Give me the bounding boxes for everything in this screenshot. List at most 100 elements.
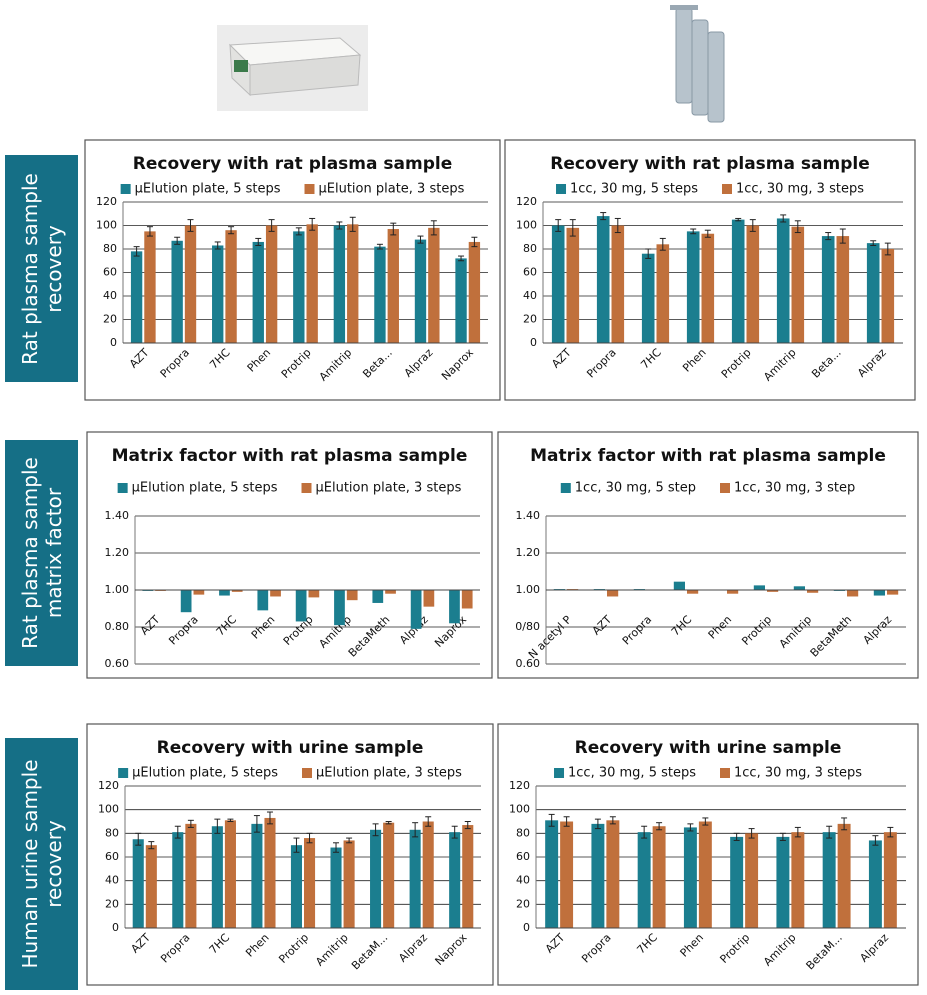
bar [330,847,342,928]
error-bar [417,235,424,244]
chart-title: Recovery with rat plasma sample [133,154,452,174]
error-bar [825,232,832,241]
row-label-box: Rat plasma sample recovery [5,155,78,382]
bar [847,590,859,597]
y-tick-label: 0 [523,921,530,934]
bar [746,225,760,343]
row-label: Human urine sample recovery [17,759,66,969]
chart-title: Matrix factor with rat plasma sample [530,446,886,466]
bar [551,225,565,343]
y-tick-label: 1.00 [105,583,130,596]
y-tick-label: 20 [516,897,530,910]
bar [224,820,236,928]
legend-swatch [117,483,128,493]
legend-label: µElution plate, 3 steps [316,766,462,781]
bar [566,227,580,343]
y-tick-label: 1.20 [516,546,541,559]
error-bar [266,811,273,825]
error-bar [841,817,848,831]
bar [172,832,184,928]
y-tick-label: 0.60 [516,657,541,670]
error-bar [594,818,601,830]
bar [171,240,183,343]
bar [607,590,619,597]
plate-photo [217,25,368,111]
error-bar [412,822,419,838]
error-bar [464,821,471,830]
bar [145,845,157,928]
bar [641,253,655,343]
error-bar [735,217,742,222]
bar [370,829,382,928]
error-bar [656,822,663,831]
error-bar [228,226,235,235]
legend-label: 1cc, 30 mg, 3 step [734,481,855,496]
bar [185,823,197,928]
bar [560,821,574,928]
error-bar [306,832,313,844]
bar [683,827,697,928]
bar [730,836,744,928]
y-tick-label: 100 [98,803,119,816]
error-bar [748,828,755,839]
error-bar [372,823,379,837]
error-bar [839,228,846,244]
bar [383,822,395,928]
y-tick-label: 1.00 [516,583,541,596]
error-bar [471,236,478,248]
legend-label: 1cc, 30 mg, 5 steps [568,766,696,781]
error-bar [870,240,877,246]
y-tick-label: 100 [509,803,530,816]
legend-swatch [304,184,315,194]
y-tick-label: 1.20 [105,546,130,559]
legend-label: µElution plate, 3 steps [319,182,465,197]
bar [428,227,440,343]
y-tick-label: 20 [103,313,117,326]
error-bar [425,816,432,827]
chart-title: Recovery with urine sample [157,738,424,758]
bar [883,832,897,928]
legend-swatch [120,184,131,194]
y-tick-label: 0 [530,336,537,349]
chart-title: Recovery with urine sample [575,738,842,758]
bar [414,239,427,343]
legend-swatch [560,483,571,493]
bar [372,590,384,603]
bar [866,243,880,343]
error-bar [872,835,879,846]
syringe [675,7,693,104]
error-bar [385,821,392,825]
bar [387,229,399,343]
bar [793,586,805,590]
legend-swatch [118,768,129,778]
error-bar [333,842,340,853]
error-bar [430,220,437,236]
legend-label: 1cc, 30 mg, 3 steps [736,182,864,197]
y-tick-label: 80 [105,826,119,839]
y-tick-label: 0 [110,336,117,349]
error-bar [690,228,697,235]
error-bar [600,212,607,221]
error-bar [548,813,555,827]
y-tick-label: 120 [98,779,119,792]
y-tick-label: 80 [523,242,537,255]
error-bar [609,816,616,825]
syringe [691,19,709,116]
error-bar [187,219,194,232]
bar [776,218,790,343]
bar [462,825,474,928]
error-bar [376,243,383,250]
error-bar [174,825,181,839]
error-bar [255,237,262,246]
bar [606,820,620,928]
bar [347,224,359,343]
error-bar [135,832,142,846]
y-tick-label: 20 [523,313,537,326]
bar [727,590,739,594]
bar [270,590,281,597]
bar [881,249,895,343]
bar [423,590,435,607]
bar [449,832,461,928]
y-tick-label: 0.80 [105,620,130,633]
